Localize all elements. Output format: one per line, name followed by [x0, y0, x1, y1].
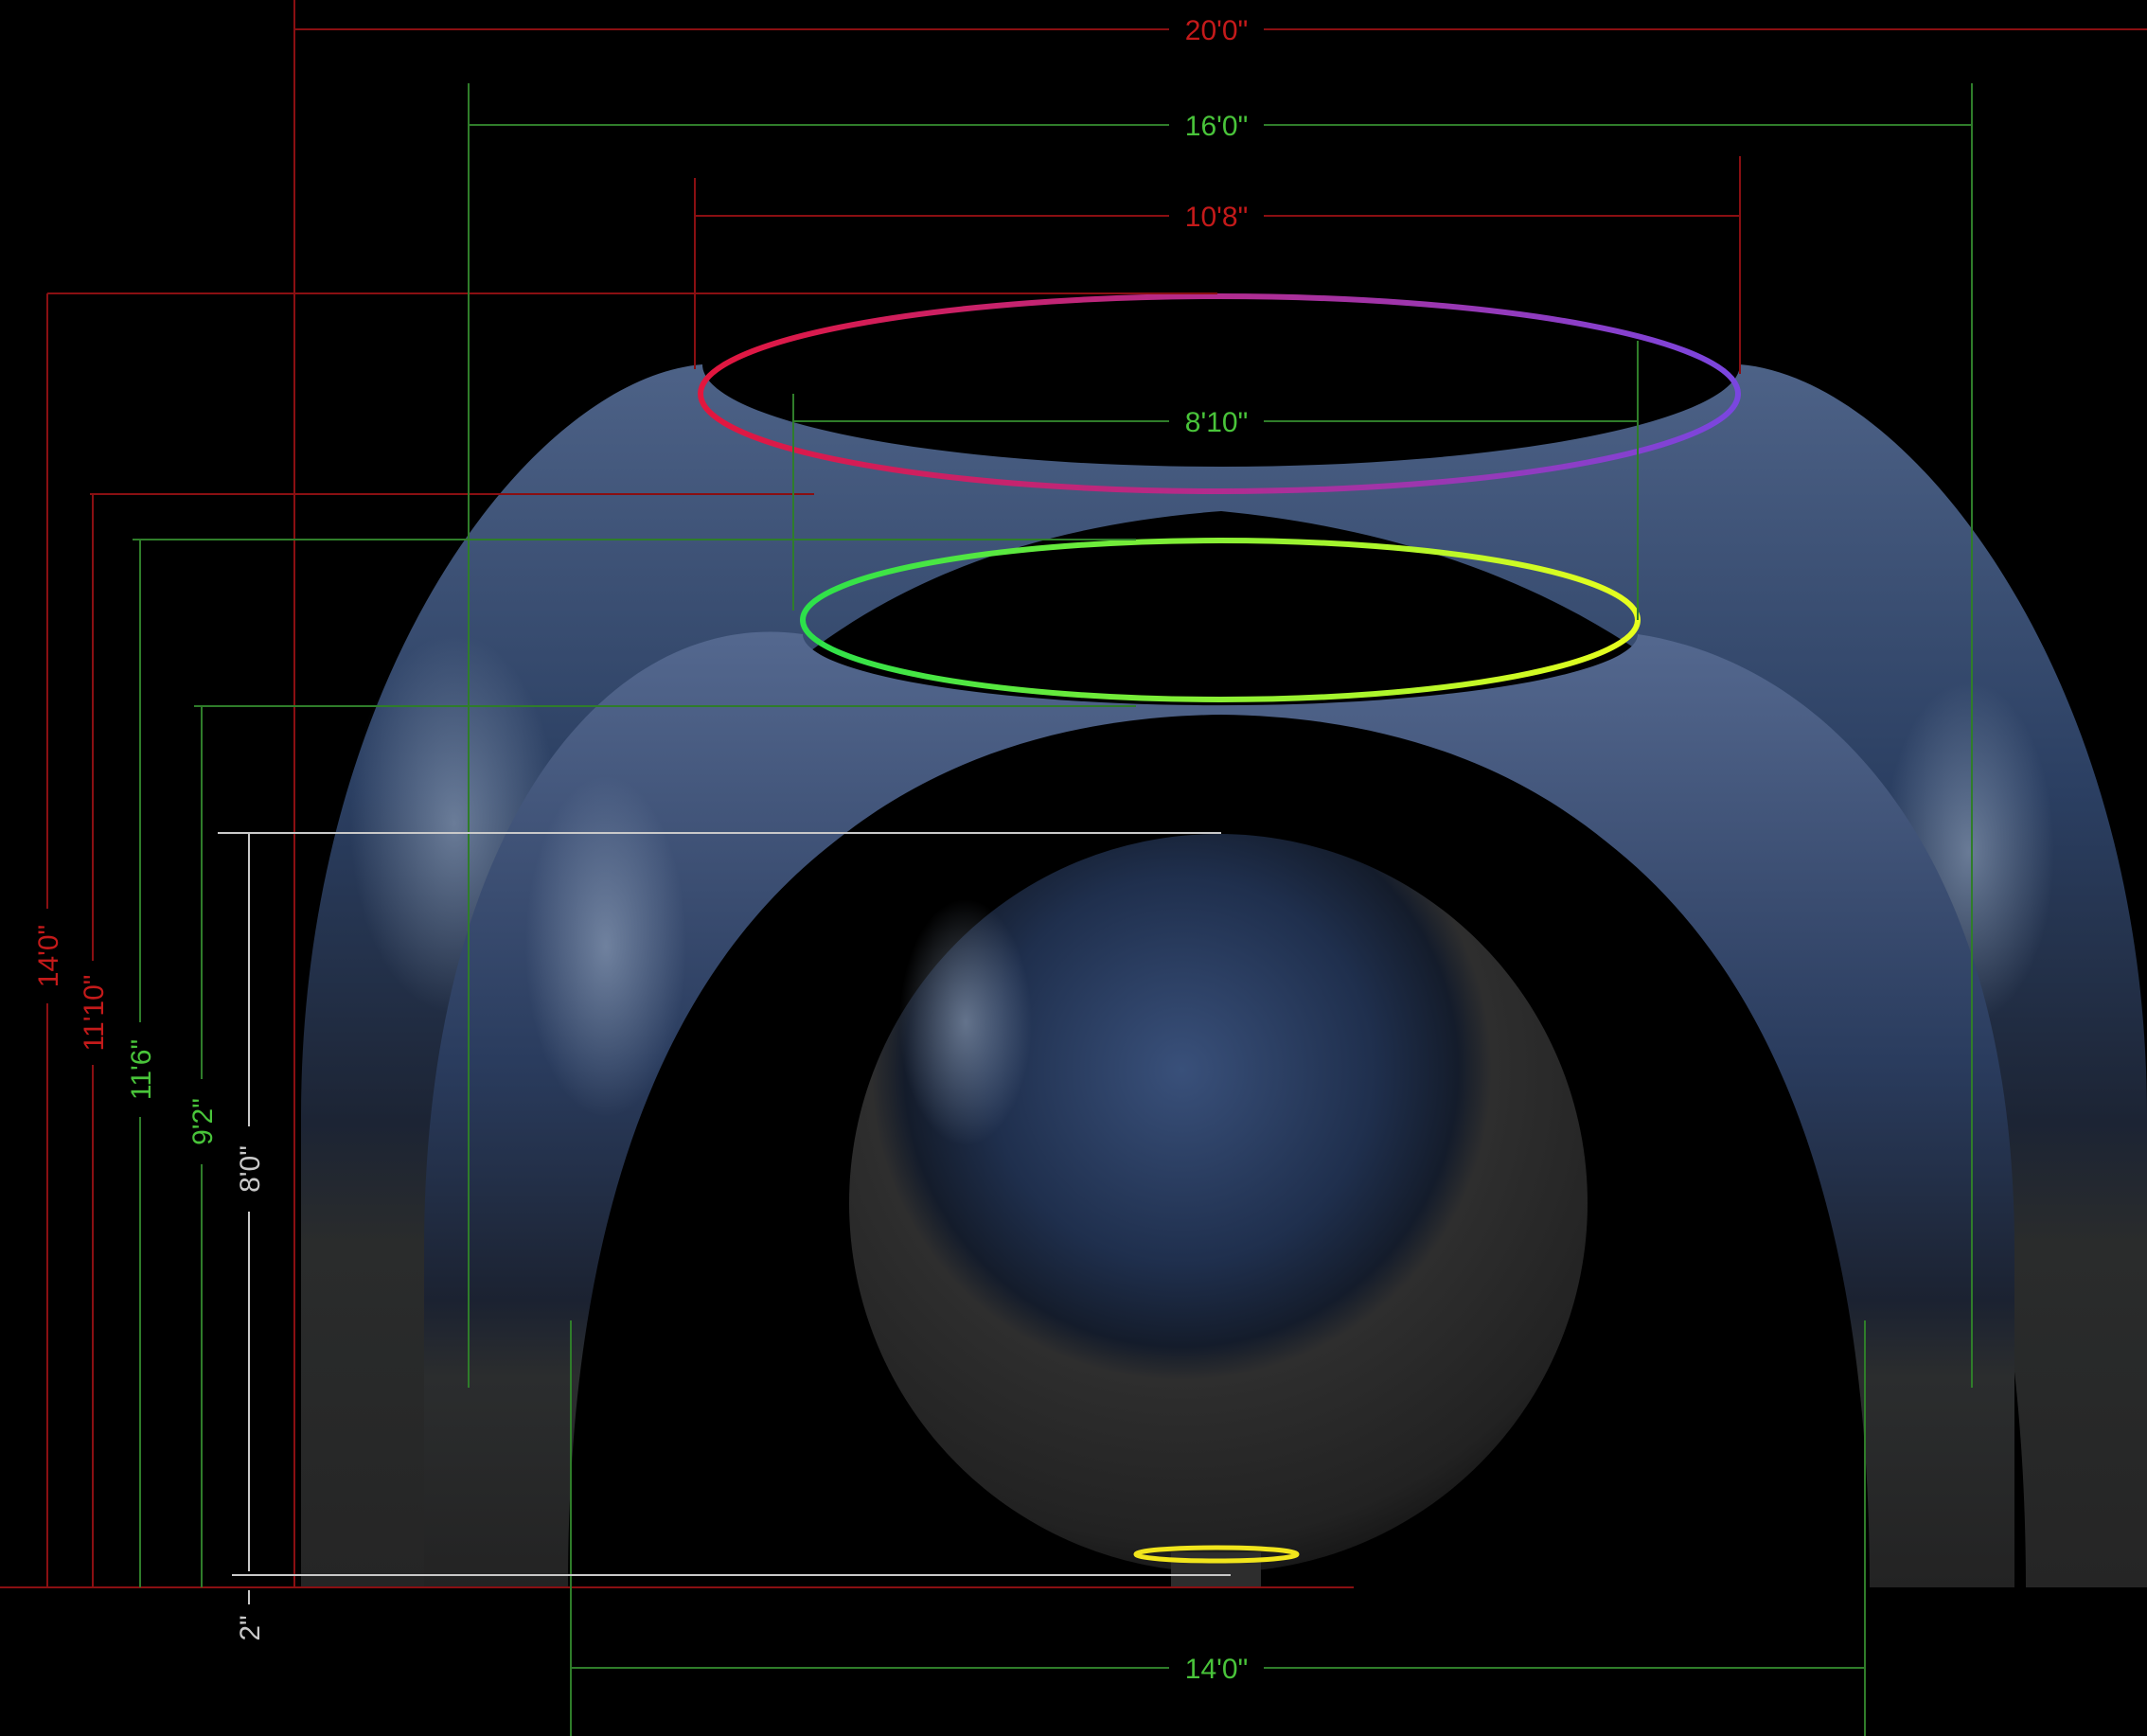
- svg-text:2": 2": [235, 1615, 266, 1640]
- label-base-span: 14'0": [1169, 1651, 1264, 1685]
- svg-text:8'0": 8'0": [235, 1145, 266, 1193]
- base-light-ring: [1133, 1545, 1300, 1564]
- label-outer-height: 11'10": [76, 961, 110, 1065]
- label-sphere-height: 8'0": [232, 1126, 266, 1212]
- svg-text:11'10": 11'10": [79, 975, 110, 1052]
- label-overall-width: 20'0": [1169, 13, 1264, 46]
- svg-text:10'8": 10'8": [1185, 202, 1248, 233]
- middle-light-ring: [800, 538, 1641, 702]
- svg-text:16'0": 16'0": [1185, 111, 1248, 142]
- label-inner-height: 9'2": [185, 1079, 219, 1164]
- svg-text:14'0": 14'0": [33, 925, 64, 987]
- center-sphere: [849, 834, 1588, 1586]
- outer-light-ring: [698, 293, 1741, 494]
- svg-text:9'2": 9'2": [187, 1098, 219, 1145]
- label-outer-shell-width: 16'0": [1169, 108, 1264, 142]
- svg-text:8'10": 8'10": [1185, 407, 1248, 438]
- label-middle-height: 11'6": [123, 1022, 157, 1117]
- label-base-clearance: 2": [232, 1604, 266, 1652]
- svg-text:14'0": 14'0": [1185, 1654, 1248, 1685]
- label-outer-opening: 10'8": [1169, 199, 1264, 233]
- cloud-left-middle: [525, 776, 686, 1117]
- middle-shell: [424, 631, 2014, 1587]
- label-middle-opening: 8'10": [1169, 404, 1264, 438]
- svg-text:11'6": 11'6": [126, 1039, 157, 1100]
- sphere-cloud: [899, 899, 1032, 1145]
- label-overall-height: 14'0": [30, 909, 64, 1003]
- sphere-base-post: [1171, 1552, 1261, 1586]
- svg-text:20'0": 20'0": [1185, 15, 1248, 46]
